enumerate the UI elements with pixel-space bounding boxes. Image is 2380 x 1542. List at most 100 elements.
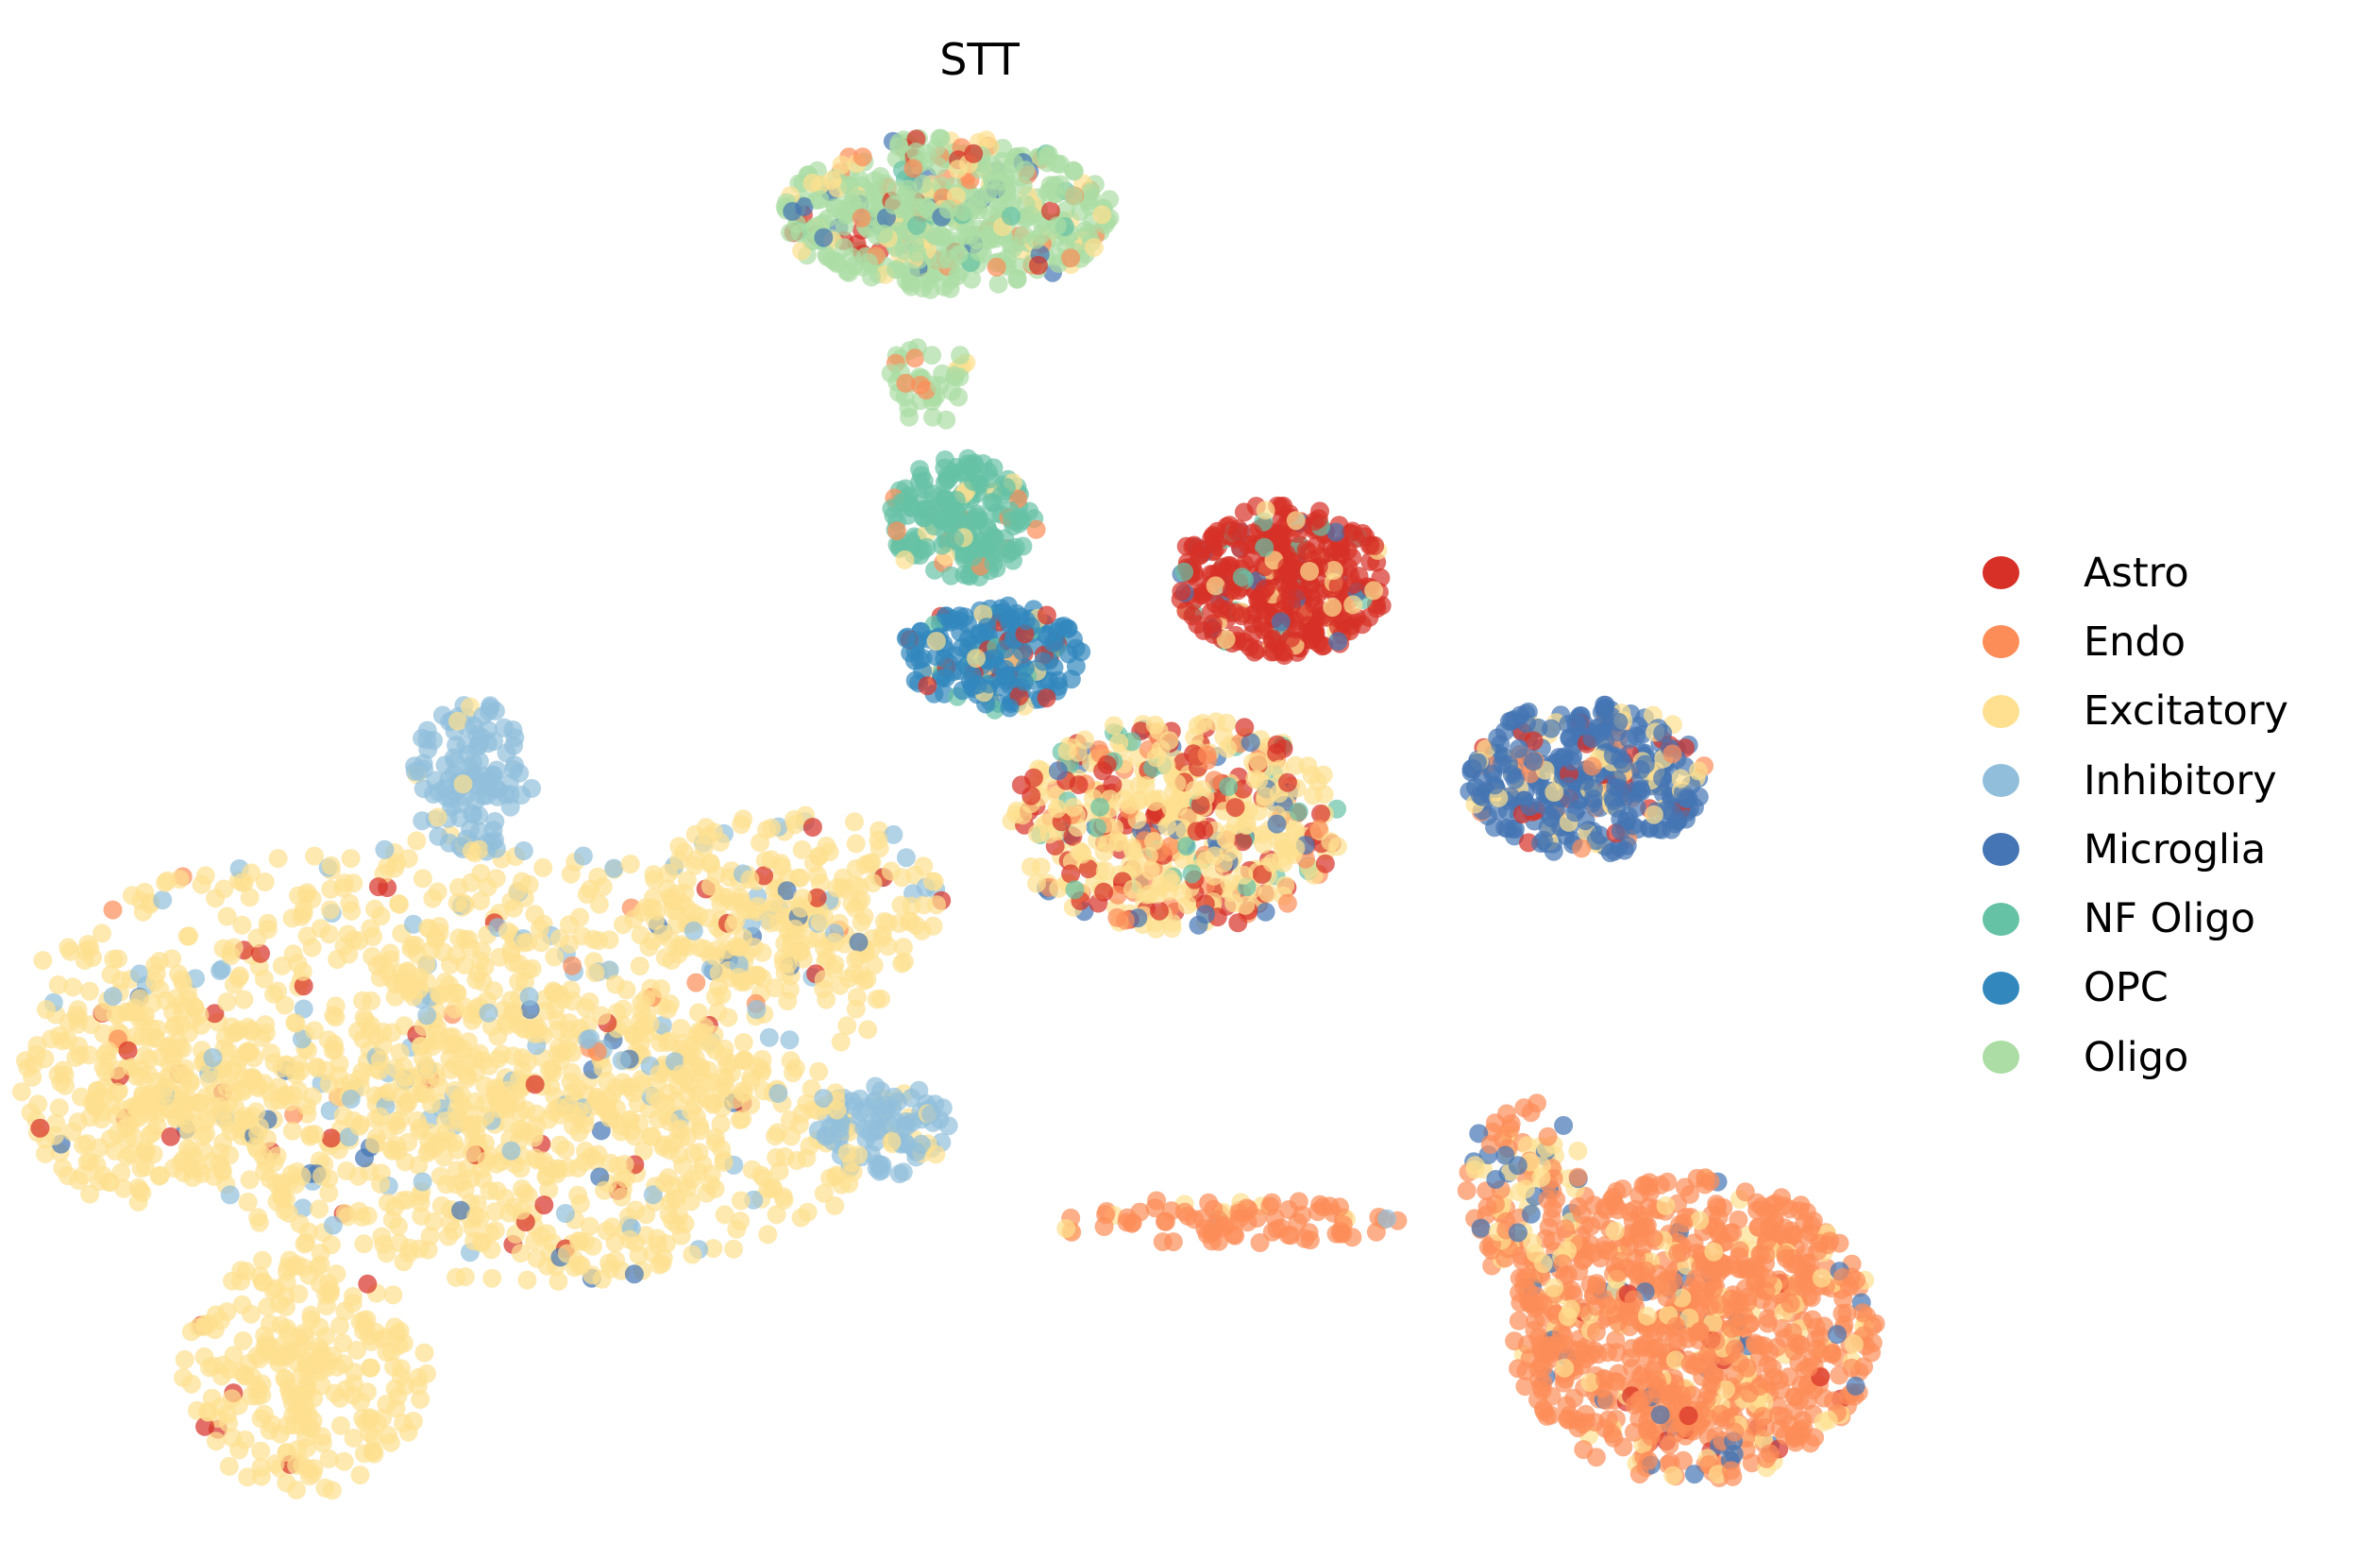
data-point-excitatory — [255, 1326, 275, 1346]
data-point-inhibitory — [808, 1121, 828, 1140]
data-point-endo — [1604, 1428, 1624, 1448]
data-point-excitatory — [287, 1455, 307, 1475]
data-point-excitatory — [1644, 805, 1663, 824]
data-point-inhibitory — [830, 1119, 850, 1139]
data-point-excitatory — [688, 1162, 708, 1182]
data-point-astro — [1078, 859, 1098, 879]
data-point-excitatory — [131, 890, 151, 910]
data-point-astro — [1304, 595, 1324, 614]
data-point-excitatory — [354, 1444, 374, 1464]
data-point-endo — [1723, 1466, 1743, 1486]
data-point-inhibitory — [643, 1185, 663, 1205]
data-point-excitatory — [360, 1358, 380, 1378]
data-point-endo — [1262, 1193, 1282, 1212]
data-point-excitatory — [570, 1194, 590, 1213]
data-point-oligo — [1056, 200, 1076, 220]
data-point-excitatory — [222, 1389, 242, 1409]
data-point-excitatory — [344, 1385, 363, 1405]
data-point-excitatory — [817, 990, 836, 1009]
data-point-excitatory — [354, 1234, 374, 1254]
data-point-excitatory — [714, 1152, 734, 1172]
data-point-endo — [1791, 1195, 1811, 1215]
data-point-excitatory — [305, 1021, 325, 1041]
data-point-excitatory — [80, 981, 99, 1001]
data-point-excitatory — [329, 1316, 349, 1336]
data-point-excitatory — [1056, 1219, 1076, 1238]
data-point-excitatory — [685, 856, 704, 875]
data-point-excitatory — [217, 992, 237, 1012]
data-point-excitatory — [630, 957, 650, 975]
data-point-excitatory — [256, 1015, 276, 1035]
data-point-excitatory — [498, 922, 517, 941]
data-point-excitatory — [1656, 1195, 1676, 1215]
data-point-endo — [1229, 1209, 1249, 1229]
data-point-endo — [1636, 1175, 1656, 1195]
data-point-endo — [1457, 1180, 1477, 1200]
data-point-endo — [1642, 1427, 1661, 1447]
data-point-inhibitory — [417, 1006, 437, 1025]
data-point-astro — [1276, 591, 1295, 611]
data-point-oligo — [923, 407, 942, 427]
data-point-excitatory — [608, 1156, 628, 1176]
data-point-excitatory — [403, 1412, 423, 1431]
data-point-excitatory — [370, 1107, 390, 1127]
data-point-excitatory — [1465, 1160, 1485, 1179]
data-point-excitatory — [767, 1205, 786, 1225]
data-point-excitatory — [232, 873, 252, 892]
data-point-excitatory — [277, 1318, 296, 1338]
data-point-excitatory — [206, 1432, 226, 1451]
data-point-astro — [807, 888, 827, 907]
data-point-endo — [1609, 1262, 1629, 1282]
data-point-endo — [896, 373, 916, 393]
data-point-excitatory — [63, 977, 83, 997]
data-point-excitatory — [846, 950, 866, 970]
data-point-oligo — [835, 238, 853, 258]
data-point-nf-oligo — [882, 499, 902, 518]
data-point-excitatory — [297, 883, 317, 903]
data-point-excitatory — [1516, 1179, 1535, 1199]
data-point-endo — [563, 956, 582, 975]
data-point-excitatory — [53, 1159, 73, 1178]
data-point-excitatory — [533, 857, 553, 877]
data-point-excitatory — [396, 1376, 415, 1396]
data-point-excitatory — [412, 1036, 431, 1056]
data-point-endo — [1821, 1343, 1841, 1363]
data-point-microglia — [1559, 776, 1578, 796]
data-point-excitatory — [349, 931, 369, 951]
data-point-excitatory — [1136, 776, 1156, 795]
data-point-excitatory — [288, 1440, 307, 1460]
data-point-astro — [1037, 605, 1056, 625]
data-point-excitatory — [765, 978, 785, 998]
data-point-oligo — [881, 364, 901, 383]
data-point-microglia — [1471, 1218, 1491, 1238]
data-point-excitatory — [837, 1016, 857, 1036]
data-point-excitatory — [1123, 879, 1142, 899]
data-point-inhibitory — [814, 1089, 834, 1109]
data-point-oligo — [895, 387, 915, 407]
data-point-excitatory — [814, 1183, 834, 1203]
data-point-endo — [887, 521, 906, 541]
data-point-excitatory — [232, 915, 252, 935]
data-point-astro — [195, 1416, 214, 1436]
data-point-excitatory — [1716, 1380, 1735, 1399]
data-point-excitatory — [286, 1013, 306, 1033]
data-point-endo — [1554, 1373, 1574, 1393]
data-point-excitatory — [428, 807, 447, 827]
data-point-excitatory — [477, 1151, 497, 1171]
data-point-excitatory — [650, 1255, 669, 1275]
data-point-endo — [1515, 1377, 1535, 1397]
data-point-excitatory — [847, 988, 867, 1007]
data-point-excitatory — [258, 1128, 277, 1148]
data-point-excitatory — [389, 1216, 408, 1236]
data-point-excitatory — [537, 1166, 557, 1185]
data-point-excitatory — [253, 1250, 272, 1270]
data-point-excitatory — [831, 1032, 851, 1052]
data-point-excitatory — [390, 1321, 410, 1341]
data-point-excitatory — [568, 1158, 588, 1178]
data-point-inhibitory — [442, 797, 461, 817]
data-point-oligo — [840, 177, 860, 196]
data-point-excitatory — [651, 979, 671, 998]
data-point-endo — [1784, 1387, 1804, 1407]
data-point-excitatory — [46, 1113, 66, 1133]
data-point-excitatory — [430, 1076, 449, 1096]
